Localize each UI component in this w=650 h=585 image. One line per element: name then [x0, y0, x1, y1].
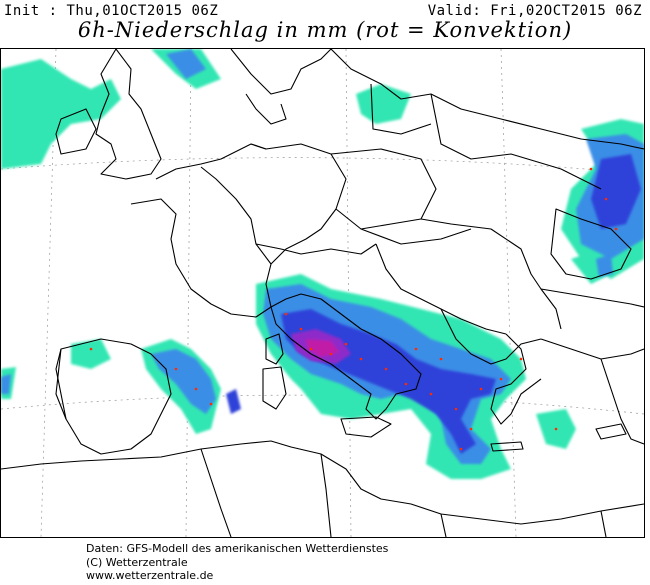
country-borders [1, 49, 644, 537]
precipitation-map [0, 48, 645, 538]
precip-light-areas [1, 49, 644, 479]
footer-data-source: Daten: GFS-Modell des amerikanischen Wet… [86, 542, 389, 555]
footer-credits: Daten: GFS-Modell des amerikanischen Wet… [86, 542, 388, 583]
precip-extreme-areas [291, 329, 351, 364]
map-title: 6h-Niederschlag in mm (rot = Konvektion) [77, 18, 573, 42]
map-canvas [1, 49, 644, 537]
init-time-label: Init : Thu,01OCT2015 06Z [4, 3, 219, 19]
convection-markers [89, 167, 618, 451]
footer-website: www.wetterzentrale.de [86, 569, 214, 582]
valid-time-label: Valid: Fri,02OCT2015 06Z [427, 3, 642, 19]
footer-copyright: (C) Wetterzentrale [86, 555, 188, 569]
